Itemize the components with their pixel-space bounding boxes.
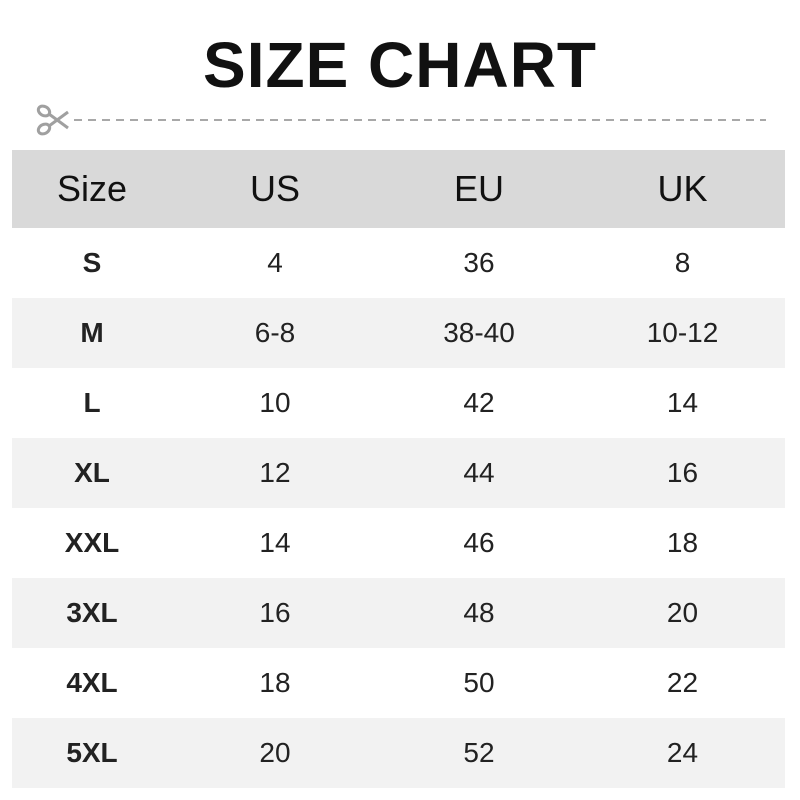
size-table: Size US EU UK S 4 36 8 M 6-8 38-40 10-12 L 10 42 14… <box>12 150 785 788</box>
table-row: XL 12 44 16 <box>12 438 785 508</box>
scissors-icon <box>36 104 69 136</box>
cell-size: XXL <box>64 527 120 558</box>
cell-eu: 50 <box>463 667 495 698</box>
cell-eu: 52 <box>463 737 495 768</box>
table-row: S 4 36 8 <box>12 228 785 298</box>
cell-us: 4 <box>267 247 283 278</box>
cell-uk: 16 <box>666 457 699 488</box>
table-header: Size US EU UK <box>12 150 785 228</box>
cell-eu: 42 <box>463 387 495 418</box>
header-size: Size <box>56 168 128 209</box>
cell-eu: 46 <box>463 527 495 558</box>
cell-uk: 18 <box>666 527 699 558</box>
cell-eu: 36 <box>463 247 495 278</box>
cell-uk: 10-12 <box>646 317 719 348</box>
cell-us: 18 <box>259 667 291 698</box>
cell-uk: 8 <box>674 247 691 278</box>
cell-size: 4XL <box>66 667 118 698</box>
page-title: SIZE CHART <box>203 29 597 101</box>
cell-us: 10 <box>259 387 291 418</box>
cell-eu: 48 <box>463 597 495 628</box>
table-row: 3XL 16 48 20 <box>12 578 785 648</box>
cell-size: 3XL <box>66 597 118 628</box>
table-row: 5XL 20 52 24 <box>12 718 785 788</box>
cell-us: 6-8 <box>254 317 296 348</box>
table-row: L 10 42 14 <box>12 368 785 438</box>
cell-eu: 44 <box>463 457 495 488</box>
table-row: 4XL 18 50 22 <box>12 648 785 718</box>
cell-us: 16 <box>259 597 291 628</box>
header-uk: UK <box>657 168 708 209</box>
cut-line <box>36 104 766 136</box>
cell-us: 14 <box>259 527 291 558</box>
cell-uk: 14 <box>666 387 699 418</box>
cell-us: 20 <box>259 737 291 768</box>
header-us: US <box>249 168 300 209</box>
cell-size: S <box>82 247 102 278</box>
table-row: XXL 14 46 18 <box>12 508 785 578</box>
cell-size: 5XL <box>66 737 118 768</box>
cell-eu: 38-40 <box>443 317 515 348</box>
cell-uk: 22 <box>666 667 699 698</box>
cell-uk: 24 <box>666 737 699 768</box>
cell-size: L <box>83 387 101 418</box>
cell-us: 12 <box>259 457 291 488</box>
cell-size: XL <box>74 457 110 488</box>
cell-size: M <box>80 317 104 348</box>
header-eu: EU <box>453 168 504 209</box>
table-row: M 6-8 38-40 10-12 <box>12 298 785 368</box>
cell-uk: 20 <box>666 597 699 628</box>
